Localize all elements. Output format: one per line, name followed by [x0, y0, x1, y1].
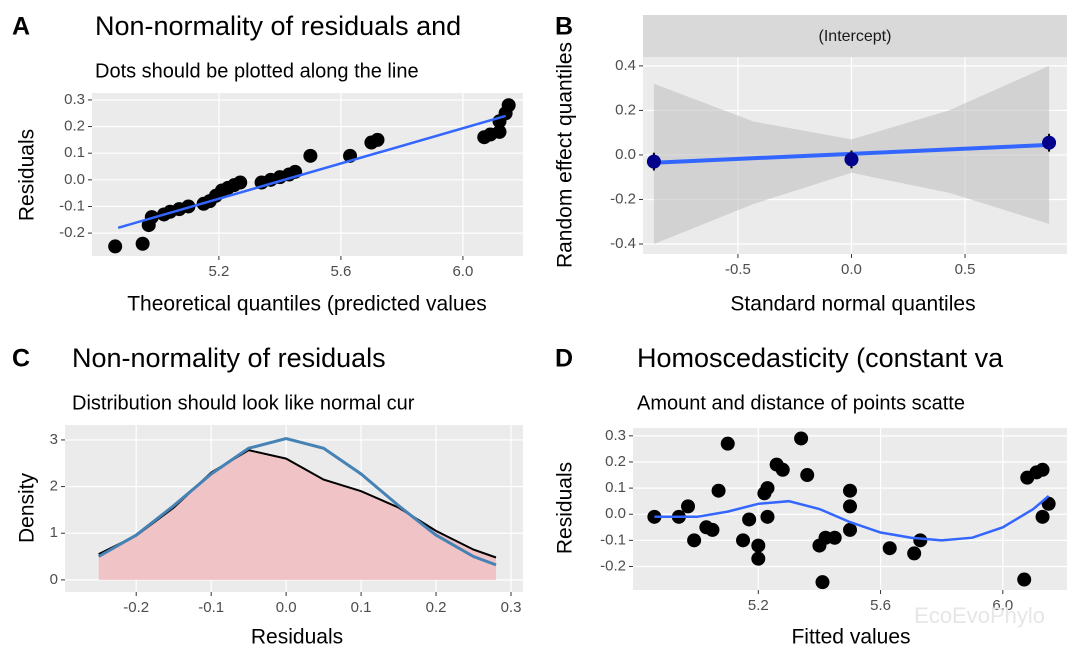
y-axis-label: Random effect quantiles — [554, 42, 577, 268]
x-tick-label: 0.0 — [276, 599, 297, 616]
point — [492, 124, 507, 139]
x-axis-label: Fitted values — [791, 626, 910, 649]
normal-curve — [97, 436, 497, 567]
point — [843, 499, 857, 514]
x-tick-label: -0.5 — [725, 261, 751, 278]
fit-line — [654, 494, 1050, 542]
point — [760, 481, 775, 496]
y-tick-label: -0.2 — [59, 224, 85, 241]
point — [687, 533, 702, 548]
panel-label: D — [555, 345, 573, 373]
x-tick-label: 0.5 — [955, 261, 976, 278]
point — [108, 239, 123, 254]
panel-title: Homoscedasticity (constant va — [637, 343, 1004, 373]
point — [794, 431, 809, 446]
x-tick-label: 0.0 — [841, 261, 862, 278]
panel-label: C — [12, 345, 30, 373]
panel-subtitle: Distribution should look like normal cur — [72, 392, 415, 414]
point — [646, 154, 661, 169]
x-tick-label: 6.0 — [992, 597, 1013, 614]
y-tick-label: 0.3 — [605, 427, 626, 444]
point — [705, 522, 720, 537]
x-tick-label: -0.1 — [198, 599, 224, 616]
panel-title: Non-normality of residuals — [72, 343, 386, 373]
strip-label: (Intercept) — [819, 28, 892, 45]
plot-background — [92, 93, 523, 256]
panel-subtitle: Amount and distance of points scatte — [637, 392, 965, 414]
x-tick-label: -0.2 — [123, 599, 149, 616]
y-tick-label: 0.1 — [605, 479, 626, 496]
point — [913, 533, 928, 548]
point — [775, 462, 790, 477]
point — [800, 468, 815, 483]
point — [1035, 462, 1050, 477]
point — [742, 512, 757, 527]
y-tick-label: 0.4 — [615, 57, 636, 74]
point — [303, 148, 318, 163]
y-axis-label: Residuals — [16, 129, 39, 221]
x-tick-label: 5.6 — [870, 597, 891, 614]
panel-title: Non-normality of residuals and — [95, 11, 461, 41]
y-tick-label: 0.2 — [64, 118, 85, 135]
point — [720, 436, 735, 451]
y-tick-label: 0.1 — [64, 144, 85, 161]
y-tick-label: -0.1 — [59, 197, 85, 214]
point — [760, 509, 775, 524]
y-tick-label: -0.2 — [600, 557, 626, 574]
point — [233, 175, 248, 190]
y-tick-label: -0.1 — [600, 531, 626, 548]
y-tick-label: -0.2 — [610, 190, 636, 207]
point — [370, 132, 385, 147]
point — [647, 509, 662, 524]
y-tick-label: 0.0 — [605, 505, 626, 522]
point — [1017, 572, 1032, 587]
x-tick-label: 0.2 — [426, 599, 447, 616]
fit-line — [117, 114, 506, 230]
x-tick-label: 5.2 — [208, 263, 229, 280]
watermark: EcoEvoPhylo — [914, 603, 1045, 628]
panel-label: B — [555, 13, 573, 41]
point — [907, 546, 922, 561]
y-tick-label: 0 — [50, 571, 58, 588]
point — [1042, 135, 1057, 150]
point — [751, 538, 766, 553]
y-tick-label: 3 — [50, 431, 58, 448]
y-tick-label: 0.2 — [615, 101, 636, 118]
point — [1035, 509, 1050, 524]
point — [751, 551, 766, 566]
y-tick-label: 0.0 — [615, 146, 636, 163]
x-tick-label: 0.1 — [351, 599, 372, 616]
point — [844, 152, 859, 167]
y-tick-label: 0.3 — [64, 91, 85, 108]
point — [501, 98, 516, 113]
y-tick-label: 0.2 — [605, 453, 626, 470]
x-tick-label: 5.6 — [330, 263, 351, 280]
y-tick-label: 0.0 — [64, 171, 85, 188]
y-tick-label: 1 — [50, 524, 58, 541]
point — [736, 533, 751, 548]
x-axis-label: Residuals — [251, 626, 343, 649]
point — [681, 499, 696, 514]
point — [843, 522, 857, 537]
y-axis-label: Residuals — [554, 462, 577, 554]
x-tick-label: 5.2 — [748, 597, 769, 614]
point — [843, 483, 857, 498]
x-tick-label: 0.3 — [501, 599, 522, 616]
panel-subtitle: Dots should be plotted along the line — [95, 60, 419, 82]
point — [815, 575, 830, 590]
density-area — [98, 450, 496, 580]
point — [711, 483, 726, 498]
point — [827, 530, 842, 545]
y-tick-label: -0.4 — [610, 235, 636, 252]
point — [882, 541, 897, 556]
panel-label: A — [12, 13, 30, 41]
y-axis-label: Density — [16, 472, 39, 543]
x-axis-label: Theoretical quantiles (predicted values — [127, 293, 487, 316]
x-axis-label: Standard normal quantiles — [730, 293, 975, 316]
x-tick-label: 6.0 — [452, 263, 473, 280]
y-tick-label: 2 — [50, 478, 58, 495]
strip-background — [643, 15, 1067, 57]
point — [135, 236, 150, 251]
